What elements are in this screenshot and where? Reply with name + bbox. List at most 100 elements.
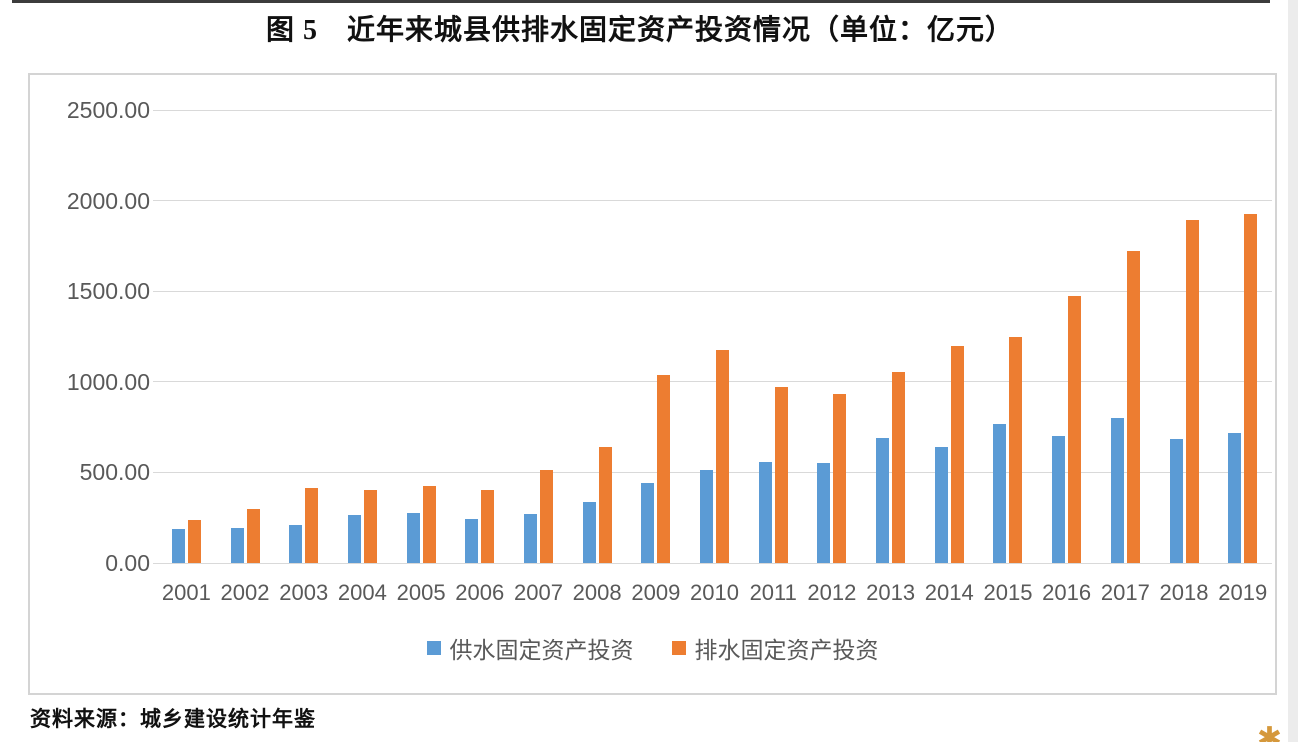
- legend-swatch-icon: [426, 641, 441, 655]
- x-tick-label-2018: 2018: [1159, 580, 1209, 605]
- y-tick-label: 500.00: [79, 459, 150, 486]
- chart-card: 0.00 500.00 1000.00 1500.00 2000.00 2500.00 2…: [28, 73, 1277, 695]
- bar-drainage-2012: [833, 393, 847, 563]
- y-axis: 0.00 500.00 1000.00 1500.00 2000.00 2500.00: [30, 98, 150, 575]
- x-tick-label-2006: 2006: [455, 580, 505, 605]
- bar-drainage-2007: [539, 469, 553, 563]
- bar-group-2018: [1155, 110, 1214, 563]
- bar-group-2017: [1096, 110, 1155, 563]
- bar-drainage-2013: [892, 371, 906, 563]
- gridline-1000: [153, 381, 1272, 383]
- bar-drainage-2017: [1126, 251, 1140, 563]
- x-tick-label-2005: 2005: [396, 580, 446, 605]
- bar-group-2014: [920, 110, 979, 563]
- bar-drainage-2008: [598, 447, 612, 563]
- x-tick-label-2017: 2017: [1100, 580, 1150, 605]
- x-tick-label-2019: 2019: [1218, 580, 1268, 605]
- decorative-flower-icon: ✱: [1256, 722, 1282, 742]
- bar-drainage-2009: [657, 374, 671, 563]
- chart-title: 图 5 近年来城县供排水固定资产投资情况（单位：亿元）: [265, 15, 1014, 46]
- source-note: 资料来源：城乡建设统计年鉴: [30, 707, 316, 731]
- x-axis: 2001 2002 2003 2004 2005 2006 2007 2008 2009 2010…: [157, 580, 1272, 606]
- x-tick-label-2008: 2008: [572, 580, 622, 605]
- bar-supply-2007: [523, 513, 537, 563]
- x-tick-label-2010: 2010: [690, 580, 739, 605]
- bar-group-2010: [685, 110, 744, 563]
- bar-group-2013: [861, 110, 920, 563]
- legend-label: 排水固定资产投资: [694, 637, 879, 663]
- bar-supply-2008: [582, 501, 596, 563]
- legend-item-drainage: 排水固定资产投资: [671, 631, 879, 665]
- bar-drainage-2001: [187, 519, 201, 563]
- top-divider-line: [12, 0, 1270, 3]
- gridline-2000: [153, 200, 1272, 202]
- legend-item-supply: 供水固定资产投资: [426, 631, 634, 665]
- bar-drainage-2019: [1244, 214, 1258, 563]
- bar-groups: [157, 110, 1272, 563]
- bar-group-2008: [568, 110, 627, 563]
- bar-supply-2018: [1169, 439, 1183, 563]
- bar-group-2003: [274, 110, 333, 563]
- x-tick-label-2003: 2003: [279, 580, 329, 605]
- x-tick-label-2012: 2012: [807, 580, 857, 605]
- bar-supply-2009: [641, 482, 655, 563]
- bar-drainage-2015: [1009, 336, 1023, 563]
- bar-supply-2013: [876, 438, 890, 563]
- y-tick-label: 1000.00: [66, 368, 150, 395]
- legend-swatch-icon: [671, 641, 686, 655]
- bar-group-2009: [627, 110, 686, 563]
- plot-area: [153, 109, 1272, 564]
- gridline-0: [153, 562, 1272, 564]
- x-tick-label-2011: 2011: [749, 580, 797, 605]
- bar-drainage-2016: [1068, 296, 1082, 563]
- bar-group-2015: [979, 110, 1038, 563]
- bar-group-2005: [392, 110, 451, 563]
- bar-supply-2002: [230, 527, 244, 563]
- bar-supply-2019: [1228, 433, 1242, 563]
- bar-supply-2015: [993, 424, 1007, 563]
- x-tick-label-2015: 2015: [983, 580, 1033, 605]
- bar-drainage-2006: [481, 489, 495, 563]
- bar-drainage-2014: [950, 346, 964, 563]
- x-tick-label-2007: 2007: [513, 580, 563, 605]
- y-tick-label: 1500.00: [66, 278, 150, 305]
- x-tick-label-2013: 2013: [866, 580, 916, 605]
- bar-drainage-2005: [422, 485, 436, 563]
- legend: 供水固定资产投资 排水固定资产投资: [30, 631, 1275, 665]
- bar-supply-2011: [758, 461, 772, 563]
- legend-label: 供水固定资产投资: [449, 637, 634, 663]
- bar-supply-2003: [289, 524, 303, 563]
- bar-group-2012: [803, 110, 862, 563]
- page-edge-strip: [1288, 0, 1298, 742]
- bar-group-2004: [333, 110, 392, 563]
- bar-supply-2010: [700, 469, 714, 563]
- x-tick-label-2016: 2016: [1042, 580, 1092, 605]
- bar-supply-2001: [171, 528, 185, 563]
- bar-drainage-2002: [246, 508, 260, 563]
- bar-supply-2014: [934, 446, 948, 563]
- bar-drainage-2018: [1185, 220, 1199, 563]
- bar-supply-2006: [465, 518, 479, 563]
- bar-supply-2005: [406, 512, 420, 563]
- gridline-1500: [153, 290, 1272, 292]
- bar-drainage-2011: [774, 386, 788, 563]
- bar-group-2016: [1037, 110, 1096, 563]
- bar-group-2019: [1213, 110, 1272, 563]
- bar-supply-2016: [1052, 436, 1066, 563]
- y-tick-label: 0.00: [105, 550, 150, 576]
- bar-group-2002: [216, 110, 275, 563]
- y-tick-label: 2500.00: [66, 97, 150, 123]
- bar-supply-2012: [817, 463, 831, 563]
- bar-drainage-2010: [716, 349, 730, 563]
- x-tick-label-2009: 2009: [631, 580, 681, 605]
- bar-group-2001: [157, 110, 216, 563]
- bar-drainage-2003: [305, 487, 319, 563]
- y-tick-label: 2000.00: [66, 187, 150, 214]
- gridline-2500: [153, 109, 1272, 111]
- bar-supply-2017: [1110, 418, 1124, 563]
- x-tick-label-2004: 2004: [337, 580, 387, 605]
- x-tick-label-2002: 2002: [220, 580, 270, 605]
- x-tick-label-2014: 2014: [924, 580, 974, 605]
- bar-supply-2004: [347, 514, 361, 563]
